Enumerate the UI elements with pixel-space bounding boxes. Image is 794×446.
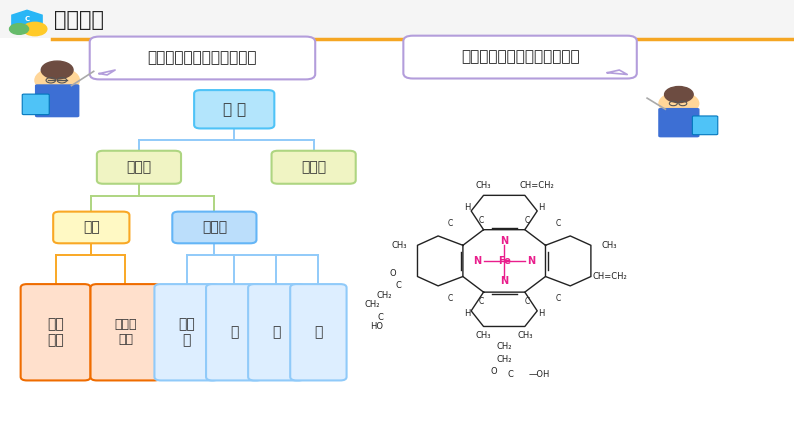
Text: Fe: Fe: [498, 256, 511, 266]
Text: 非金属
单质: 非金属 单质: [114, 318, 137, 346]
Text: CH₂: CH₂: [364, 300, 380, 309]
Circle shape: [659, 92, 699, 115]
Text: N: N: [500, 235, 508, 246]
FancyBboxPatch shape: [172, 212, 256, 244]
Text: 混合物: 混合物: [301, 160, 326, 174]
Text: O: O: [491, 367, 497, 376]
FancyBboxPatch shape: [90, 37, 315, 79]
FancyBboxPatch shape: [272, 151, 356, 184]
FancyBboxPatch shape: [53, 212, 129, 244]
FancyBboxPatch shape: [658, 108, 700, 137]
FancyBboxPatch shape: [0, 0, 794, 38]
Text: H: H: [464, 203, 470, 212]
Text: C: C: [524, 297, 530, 306]
Text: 酸: 酸: [230, 325, 238, 339]
Text: C: C: [555, 294, 561, 303]
Polygon shape: [607, 70, 627, 74]
Text: C: C: [479, 216, 484, 225]
Text: 回顾之前所学的物质的分类: 回顾之前所学的物质的分类: [148, 50, 257, 66]
Text: CH₃: CH₃: [391, 241, 407, 250]
Text: 盐: 盐: [314, 325, 322, 339]
Circle shape: [41, 61, 73, 79]
Text: CH₂: CH₂: [496, 355, 512, 364]
FancyBboxPatch shape: [97, 151, 181, 184]
Text: H: H: [464, 310, 470, 318]
Text: 课前引入: 课前引入: [54, 10, 104, 30]
Text: CH₃: CH₃: [517, 331, 533, 340]
Circle shape: [23, 22, 47, 36]
FancyBboxPatch shape: [692, 116, 718, 135]
Text: 氧化
物: 氧化 物: [178, 317, 195, 347]
FancyBboxPatch shape: [91, 284, 160, 380]
Text: O: O: [389, 269, 396, 278]
Text: C: C: [479, 297, 484, 306]
Text: CH₃: CH₃: [476, 182, 491, 190]
Text: CH₂: CH₂: [376, 291, 392, 300]
Text: H: H: [538, 203, 545, 212]
Text: N: N: [500, 276, 508, 286]
Text: 化合物: 化合物: [202, 220, 227, 235]
Circle shape: [10, 24, 29, 34]
FancyBboxPatch shape: [35, 84, 79, 117]
FancyBboxPatch shape: [403, 36, 637, 78]
Text: CH₂: CH₂: [496, 342, 512, 351]
Text: C: C: [25, 16, 29, 22]
Text: C: C: [524, 216, 530, 225]
Text: 血红素、乙醇等属于哪一类？: 血红素、乙醇等属于哪一类？: [461, 50, 580, 65]
Text: C: C: [448, 294, 453, 303]
Text: 金属
单质: 金属 单质: [47, 317, 64, 347]
FancyBboxPatch shape: [22, 94, 49, 115]
Text: CH=CH₂: CH=CH₂: [520, 182, 554, 190]
Text: 单质: 单质: [83, 220, 100, 235]
FancyBboxPatch shape: [21, 284, 91, 380]
FancyBboxPatch shape: [291, 284, 346, 380]
Polygon shape: [12, 10, 42, 30]
Text: C: C: [396, 281, 402, 290]
Text: C: C: [507, 370, 513, 380]
Text: N: N: [527, 256, 535, 266]
Text: C: C: [448, 219, 453, 228]
Text: CH₃: CH₃: [476, 331, 491, 340]
Text: CH₃: CH₃: [602, 241, 617, 250]
Circle shape: [665, 87, 693, 103]
Text: 纯净物: 纯净物: [126, 160, 152, 174]
FancyBboxPatch shape: [248, 284, 304, 380]
Text: H: H: [538, 310, 545, 318]
Polygon shape: [99, 70, 115, 75]
FancyBboxPatch shape: [206, 284, 262, 380]
FancyBboxPatch shape: [194, 90, 275, 128]
Circle shape: [35, 68, 79, 93]
Text: 碱: 碱: [272, 325, 280, 339]
Text: N: N: [473, 256, 481, 266]
Text: C: C: [555, 219, 561, 228]
Text: —OH: —OH: [529, 370, 550, 380]
Text: HO: HO: [370, 322, 383, 331]
Text: 物 质: 物 质: [222, 102, 246, 117]
Text: CH=CH₂: CH=CH₂: [592, 272, 626, 281]
FancyBboxPatch shape: [154, 284, 218, 380]
Text: C: C: [377, 313, 384, 322]
